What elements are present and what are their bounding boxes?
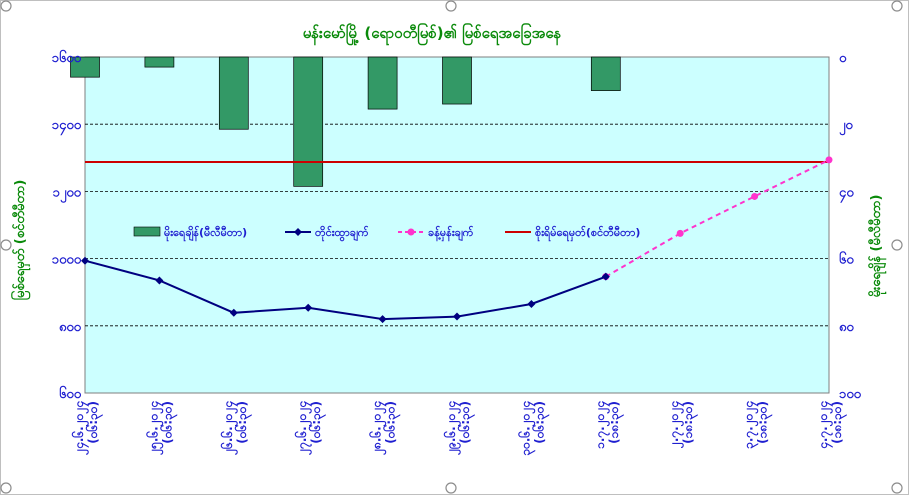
left-axis-ticks: ၆၀၀ ၈၀၀ ၁၀၀၀ ၁၂၀၀ ၁၄၀၀ ၁၆၀၀ bbox=[52, 49, 82, 402]
x-tick-date: ၂၉.၆.၂၀၂၄ bbox=[442, 401, 462, 456]
x-tick-date: ၁.၇.၂၀၂၄ bbox=[593, 401, 611, 449]
plot-area bbox=[84, 56, 830, 394]
legend: မိုးရေချိန်(မီလီမီတာ) တိုင်းထွာချက် ခန့်… bbox=[133, 225, 640, 242]
right-tick-label: ၈၀ bbox=[839, 320, 854, 335]
forecast-line bbox=[605, 159, 830, 278]
x-axis-ticks: ၂၄.၆.၂၀၂၄ (၀၆:၃၀) ၂၅.၆.၂၀၂၄ (၀၆:၃၀) ၂၆.၆.၂၀၂… bbox=[70, 401, 848, 456]
x-tick-label: ၂၈.၆.၂၀၂၄ (၀၆:၃၀) bbox=[368, 401, 402, 456]
rainfall-bars bbox=[70, 56, 621, 187]
x-tick-label: ၄.၇.၂၀၂၄ (၁၈:၃၀) bbox=[816, 401, 848, 450]
measured-point bbox=[229, 308, 238, 317]
legend-label-measured: တိုင်းထွာချက် bbox=[315, 225, 369, 242]
right-tick-label: ၂၀ bbox=[839, 118, 853, 136]
rainfall-bar bbox=[293, 56, 324, 187]
x-tick-time: (၀၆:၃၀) bbox=[456, 401, 476, 444]
legend-marker-forecast bbox=[407, 228, 415, 236]
forecast-point bbox=[751, 192, 759, 200]
x-tick-date: ၂၆.၆.၂၀၂၄ bbox=[219, 401, 239, 456]
x-tick-date: ၂.၇.၂၀၂၄ bbox=[667, 401, 685, 449]
x-tick-time: (၀၆:၃၀) bbox=[233, 401, 253, 444]
x-tick-label: ၂၉.၆.၂၀၂၄ (၀၆:၃၀) bbox=[442, 401, 476, 456]
x-tick-label: ၂၇.၆.၂၀၂၄ (၀၆:၃၀) bbox=[293, 401, 327, 456]
left-tick-label: ၁၄၀၀ bbox=[52, 118, 82, 136]
x-tick-date: ၂၇.၆.၂၀၂၄ bbox=[293, 401, 313, 456]
x-tick-time: (၁၈:၃၀) bbox=[830, 401, 848, 444]
resize-handle-bottom-right[interactable] bbox=[891, 482, 903, 494]
right-axis-title: မိုးရေချိန် (မီလီမီတာ) bbox=[867, 195, 887, 298]
measured-point bbox=[378, 315, 387, 324]
measured-line bbox=[84, 259, 607, 321]
x-tick-date: ၂၅.၆.၂၀၂၄ bbox=[144, 401, 164, 456]
rainfall-bar bbox=[144, 56, 175, 68]
x-tick-time: (၀၆:၃၀) bbox=[158, 401, 178, 444]
x-tick-date: ၄.၇.၂၀၂၄ bbox=[816, 401, 834, 450]
x-tick-time: (၁၈:၃၀) bbox=[756, 401, 774, 444]
chart-title: မန်းမော်မြို့ (ရောဝတီမြစ်)၏ မြစ်ရေအခြေအန… bbox=[303, 22, 562, 46]
left-tick-label: ၁၆၀၀ bbox=[52, 49, 82, 66]
forecast-point bbox=[825, 156, 833, 164]
rainfall-bar bbox=[590, 56, 621, 91]
legend-swatch-rainfall bbox=[133, 226, 161, 237]
resize-handle-right[interactable] bbox=[891, 239, 903, 251]
measured-point bbox=[601, 272, 610, 281]
legend-label-forecast: ခန့်မှန်းချက် bbox=[428, 225, 474, 242]
x-tick-label: ၃၀.၆.၂၀၂၄ (၀၆:၃၀) bbox=[516, 401, 550, 456]
measured-point bbox=[304, 303, 313, 312]
left-tick-label: ၁၂၀၀ bbox=[53, 185, 82, 203]
measured-point bbox=[453, 312, 461, 321]
x-tick-time: (၀၆:၃၀) bbox=[382, 401, 402, 444]
forecast-point bbox=[676, 229, 684, 237]
rainfall-bar bbox=[367, 56, 398, 110]
right-tick-label: ၆၀ bbox=[839, 251, 854, 268]
x-tick-label: ၂.၇.၂၀၂၄ (၁၈:၃၀) bbox=[667, 401, 699, 449]
legend-marker-measured bbox=[294, 228, 302, 236]
left-tick-label: ၁၀၀၀ bbox=[52, 253, 82, 268]
resize-handle-bottom-left[interactable] bbox=[0, 482, 12, 494]
x-tick-label: ၂၅.၆.၂၀၂၄ (၀၆:၃၀) bbox=[144, 401, 178, 456]
measured-point bbox=[155, 276, 164, 285]
measured-point bbox=[81, 256, 89, 265]
x-tick-label: ၁.၇.၂၀၂၄ (၁၈:၃၀) bbox=[593, 401, 625, 449]
water-level-lines bbox=[81, 156, 833, 324]
x-tick-time: (၁၈:၃၀) bbox=[607, 401, 625, 444]
x-tick-time: (၀၆:၃၀) bbox=[84, 401, 104, 444]
x-tick-label: ၃.၇.၂၀၂၄ (၁၈:၃၀) bbox=[742, 401, 774, 449]
rainfall-bar bbox=[442, 56, 472, 105]
right-tick-label: ၀ bbox=[839, 51, 847, 66]
right-tick-label: ၁၀၀ bbox=[839, 387, 862, 402]
rainfall-bar bbox=[70, 56, 100, 78]
x-tick-time: (၀၆:၃၀) bbox=[530, 401, 550, 444]
resize-handle-left[interactable] bbox=[0, 239, 12, 251]
resize-handle-top[interactable] bbox=[445, 0, 457, 12]
measured-point bbox=[527, 299, 536, 308]
legend-label-rainfall: မိုးရေချိန်(မီလီမီတာ) bbox=[164, 225, 247, 242]
x-tick-date: ၂၄.၆.၂၀၂၄ bbox=[70, 401, 90, 456]
x-tick-label: ၂၄.၆.၂၀၂၄ (၀၆:၃၀) bbox=[70, 401, 104, 456]
right-tick-label: ၄၀ bbox=[839, 185, 854, 203]
x-tick-time: (၁၈:၃၀) bbox=[681, 401, 699, 444]
x-tick-date: ၃၀.၆.၂၀၂၄ bbox=[516, 401, 536, 456]
x-tick-label: ၂၆.၆.၂၀၂၄ (၀၆:၃၀) bbox=[219, 401, 253, 456]
resize-handle-bottom[interactable] bbox=[445, 482, 457, 494]
left-tick-label: ၈၀၀ bbox=[59, 320, 82, 335]
x-tick-date: ၂၈.၆.၂၀၂၄ bbox=[368, 401, 388, 456]
rainfall-bar bbox=[218, 56, 249, 130]
x-tick-time: (၀၆:၃၀) bbox=[307, 401, 327, 444]
left-tick-label: ၆၀၀ bbox=[59, 385, 82, 402]
gridlines bbox=[85, 123, 829, 327]
resize-handle-top-right[interactable] bbox=[891, 0, 903, 12]
resize-handle-top-left[interactable] bbox=[0, 0, 12, 12]
legend-label-danger: စိုးရိမ်ရေမှတ်(စင်တီမီတာ) bbox=[535, 225, 640, 242]
x-tick-date: ၃.၇.၂၀၂၄ bbox=[742, 401, 760, 449]
left-axis-title: မြစ်ရေမှတ် (စင်တီမီတာ) bbox=[10, 180, 31, 301]
